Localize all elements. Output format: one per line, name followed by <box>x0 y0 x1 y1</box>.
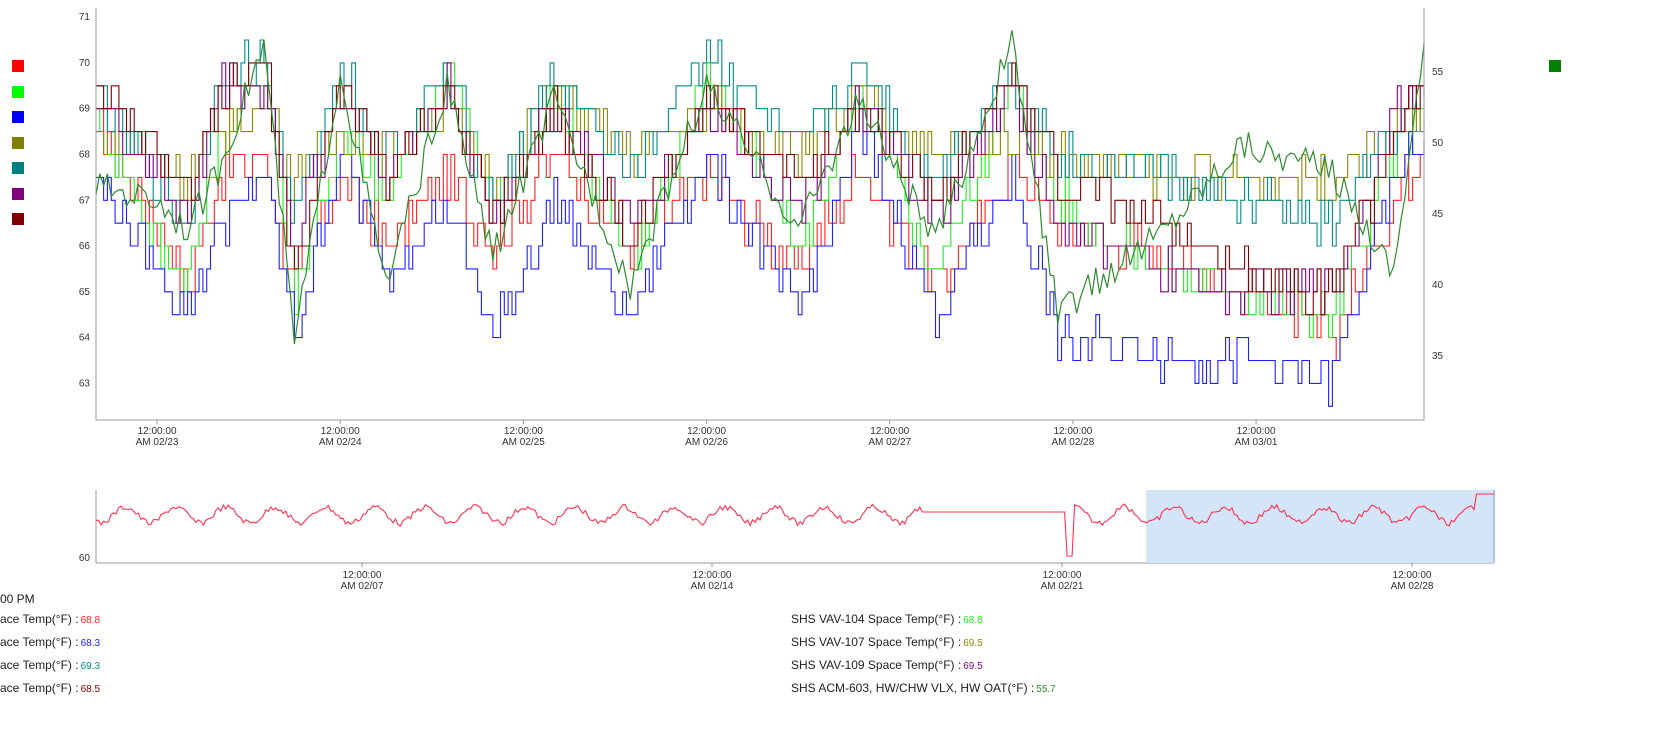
y-right-tick-label: 55 <box>1432 67 1444 78</box>
readout-label: ace Temp(°F) <box>0 612 72 626</box>
readout-value: 69.3 <box>80 661 101 672</box>
readout-separator: : <box>954 635 962 649</box>
readout-separator: : <box>71 681 79 695</box>
y-left-tick-label: 71 <box>79 12 91 23</box>
x-tick-label: AM 02/26 <box>685 437 728 448</box>
readout-label: SHS VAV-109 Space Temp(°F) <box>791 658 955 672</box>
series-line-vav109 <box>96 62 1424 316</box>
x-tick-label: AM 02/23 <box>136 437 179 448</box>
nav-x-tick-label: AM 02/07 <box>341 581 384 592</box>
legend-key[interactable] <box>12 60 24 72</box>
x-tick-label: AM 03/01 <box>1235 437 1278 448</box>
legend-key[interactable] <box>12 213 24 225</box>
readout-row: ace Temp(°F) :68.8 <box>0 612 100 626</box>
series-line-vav108 <box>96 62 1425 316</box>
nav-series-line <box>95 493 1494 557</box>
readout-row: ace Temp(°F) :68.3 <box>0 635 100 649</box>
x-tick-label: 12:00:00 <box>870 426 909 437</box>
readout-label: ace Temp(°F) <box>0 658 72 672</box>
readout-row: SHS VAV-109 Space Temp(°F) :69.5 <box>791 658 983 672</box>
readout-row: SHS VAV-104 Space Temp(°F) :68.8 <box>791 612 983 626</box>
nav-x-tick-label: AM 02/21 <box>1041 581 1084 592</box>
readout-row: SHS ACM-603, HW/CHW VLX, HW OAT(°F) :55.… <box>791 681 1056 695</box>
readout-value: 68.5 <box>80 684 101 695</box>
readout-row: SHS VAV-107 Space Temp(°F) :69.5 <box>791 635 983 649</box>
y-right-tick-label: 50 <box>1432 138 1444 149</box>
y-left-tick-label: 68 <box>79 149 91 160</box>
readout-separator: : <box>71 612 79 626</box>
y-left-tick-label: 70 <box>79 58 91 69</box>
readout-label: SHS VAV-104 Space Temp(°F) <box>791 612 955 626</box>
legend-key[interactable] <box>12 111 24 123</box>
readout-row: ace Temp(°F) :68.5 <box>0 681 100 695</box>
series-lines <box>95 30 1425 407</box>
nav-y-tick-label: 60 <box>79 553 91 564</box>
nav-x-tick-label: AM 02/28 <box>1391 581 1434 592</box>
readout-value: 69.5 <box>963 638 983 649</box>
readout-label: ace Temp(°F) <box>0 681 72 695</box>
legend-key[interactable] <box>12 85 24 98</box>
readout-separator: : <box>71 635 79 649</box>
legend-key[interactable] <box>12 187 24 200</box>
x-tick-label: 12:00:00 <box>138 426 177 437</box>
legend-key[interactable] <box>12 136 24 149</box>
y-left-tick-label: 64 <box>79 333 91 344</box>
nav-x-tick-label: AM 02/14 <box>691 581 734 592</box>
x-tick-label: AM 02/24 <box>319 437 362 448</box>
nav-x-tick-label: 12:00:00 <box>693 570 732 581</box>
y-left-tick-label: 69 <box>79 104 91 115</box>
x-tick-label: 12:00:00 <box>1053 426 1092 437</box>
nav-selection-range <box>1146 490 1494 563</box>
readout-row: ace Temp(°F) :69.3 <box>0 658 100 672</box>
y-left-tick-label: 65 <box>79 287 91 298</box>
legend-key-right[interactable] <box>1549 60 1561 72</box>
readout-value: 69.5 <box>963 661 983 672</box>
y-left-tick-label: 66 <box>79 241 91 252</box>
y-right-tick-label: 45 <box>1432 209 1444 220</box>
x-tick-label: AM 02/25 <box>502 437 545 448</box>
y-right-tick-label: 40 <box>1432 280 1444 291</box>
readout-value: 68.3 <box>80 638 101 649</box>
readout-timestamp: 00 PM <box>0 592 35 606</box>
readout-label: SHS ACM-603, HW/CHW VLX, HW OAT(°F) <box>791 681 1028 695</box>
x-tick-label: AM 02/28 <box>1052 437 1095 448</box>
readout-separator: : <box>71 658 79 672</box>
x-tick-label: AM 02/27 <box>868 437 911 448</box>
series-line-oat <box>95 30 1425 345</box>
x-tick-label: 12:00:00 <box>504 426 543 437</box>
series-line-vav107 <box>96 39 1424 247</box>
readout-separator: : <box>954 612 962 626</box>
readout-value: 68.8 <box>80 615 101 626</box>
readout-separator: : <box>1027 681 1035 695</box>
y-right-tick-label: 35 <box>1432 351 1444 362</box>
x-tick-label: 12:00:00 <box>687 426 726 437</box>
legend-key[interactable] <box>12 162 24 174</box>
readout-value: 55.7 <box>1036 684 1056 695</box>
x-tick-label: 12:00:00 <box>1237 426 1276 437</box>
y-left-tick-label: 67 <box>79 195 91 206</box>
readout-separator: : <box>954 658 962 672</box>
readout-value: 68.8 <box>963 615 983 626</box>
nav-x-tick-label: 12:00:00 <box>343 570 382 581</box>
y-left-tick-label: 63 <box>79 378 91 389</box>
readout-label: ace Temp(°F) <box>0 635 72 649</box>
series-line-vav105 <box>96 108 1425 407</box>
x-tick-label: 12:00:00 <box>321 426 360 437</box>
nav-x-tick-label: 12:00:00 <box>1043 570 1082 581</box>
nav-x-tick-label: 12:00:00 <box>1393 570 1432 581</box>
readout-label: SHS VAV-107 Space Temp(°F) <box>791 635 955 649</box>
